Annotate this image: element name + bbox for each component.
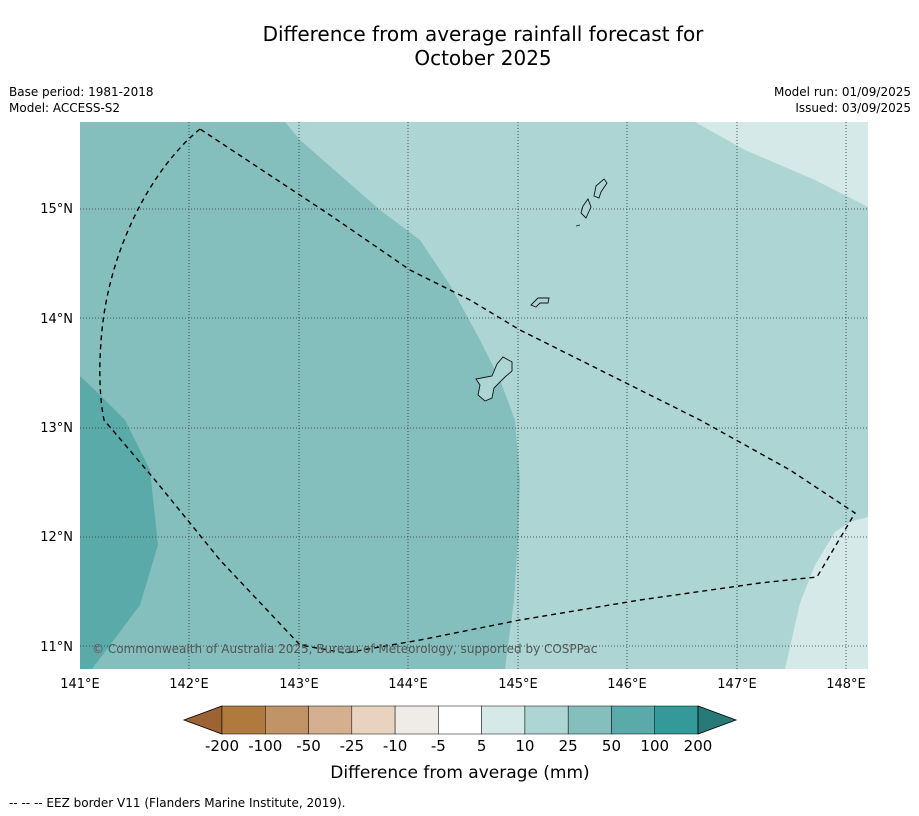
colorbar-swatch: [394, 705, 439, 735]
gridlines: [80, 122, 868, 669]
colorbar-tick-label: -50: [296, 737, 321, 755]
meta-right: Model run: 01/09/2025 Issued: 03/09/2025: [774, 84, 911, 116]
lon-label-141e: 141°E: [60, 677, 100, 692]
aguijan-island: [575, 224, 581, 227]
colorbar-swatch: [481, 705, 526, 735]
lon-label-145e: 145°E: [498, 677, 538, 692]
issued-text: Issued: 03/09/2025: [795, 101, 911, 115]
colorbar-tick-label: 25: [559, 737, 578, 755]
latitude-labels: 15°N 14°N 13°N 12°N 11°N: [40, 202, 73, 655]
region-10-25-northeast: [695, 122, 868, 207]
colorbar: -200 -100 -50 -25 -10 -5 5 10 25 50 100 200: [182, 705, 738, 755]
eez-footnote: -- -- -- EEZ border V11 (Flanders Marine…: [9, 796, 346, 810]
colorbar-swatch: [351, 705, 396, 735]
lat-label-14n: 14°N: [40, 312, 73, 327]
colorbar-tick-label: 200: [684, 737, 713, 755]
colorbar-label: Difference from average (mm): [330, 763, 589, 783]
eez-border: [99, 128, 856, 654]
colorbar-tick-label: -5: [431, 737, 446, 755]
colorbar-swatch: [438, 705, 482, 735]
saipan-island: [593, 178, 608, 199]
rainfall-map: [80, 122, 868, 669]
lat-label-15n: 15°N: [40, 202, 73, 217]
colorbar-swatch: [265, 705, 309, 735]
colorbar-extend-high: [697, 705, 738, 735]
colorbar-tick-label: -25: [340, 737, 365, 755]
colorbar-tick-label: 100: [640, 737, 669, 755]
lon-label-148e: 148°E: [826, 677, 866, 692]
lat-label-12n: 12°N: [40, 530, 73, 545]
colorbar-swatch: [567, 705, 612, 735]
lon-label-146e: 146°E: [607, 677, 647, 692]
region-5-10-southeast: [785, 517, 868, 669]
rota-island: [530, 297, 550, 308]
colorbar-tick-label: 5: [477, 737, 487, 755]
colorbar-tick-label: 10: [515, 737, 534, 755]
lon-label-147e: 147°E: [717, 677, 757, 692]
copyright-text: © Commonwealth of Australia 2025, Bureau…: [92, 642, 597, 656]
colorbar-swatch: [524, 705, 569, 735]
base-period-text: Base period: 1981-2018: [9, 85, 154, 99]
meta-left: Base period: 1981-2018 Model: ACCESS-S2: [9, 84, 154, 116]
colorbar-swatch: [611, 705, 655, 735]
model-text: Model: ACCESS-S2: [9, 101, 121, 115]
colorbar-tick-label: 50: [602, 737, 621, 755]
lon-label-144e: 144°E: [388, 677, 428, 692]
lon-label-142e: 142°E: [169, 677, 209, 692]
colorbar-extend-low: [182, 705, 223, 735]
colorbar-swatch: [654, 705, 699, 735]
title-line-1: Difference from average rainfall forecas…: [262, 22, 704, 46]
colorbar-tick-label: -10: [383, 737, 408, 755]
model-run-text: Model run: 01/09/2025: [773, 85, 911, 99]
colorbar-swatch: [221, 705, 266, 735]
region-25-50: [80, 122, 520, 669]
map-title: Difference from average rainfall forecas…: [0, 22, 919, 70]
islands: [475, 178, 608, 402]
colorbar-tick-label: -100: [248, 737, 282, 755]
lat-label-13n: 13°N: [40, 421, 73, 436]
title-line-2: October 2025: [414, 46, 552, 70]
lon-label-143e: 143°E: [279, 677, 319, 692]
colorbar-swatch: [308, 705, 353, 735]
region-50-100: [80, 376, 158, 669]
longitude-labels: 141°E 142°E 143°E 144°E 145°E 146°E 147°…: [60, 677, 866, 692]
guam-island: [475, 356, 513, 402]
colorbar-tick-label: -200: [205, 737, 239, 755]
tinian-island: [580, 198, 592, 219]
lat-label-11n: 11°N: [40, 640, 73, 655]
